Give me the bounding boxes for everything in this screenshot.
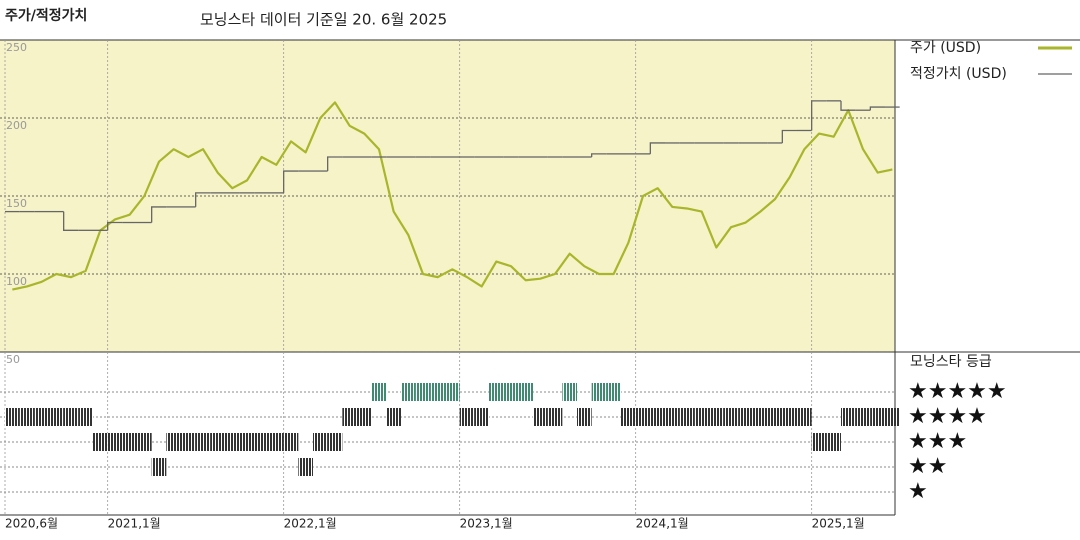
rating-block [694,408,709,426]
fair-value-step [327,156,343,172]
rating-block [547,408,563,426]
rating-block [841,408,856,426]
rating-level-label: ★ [908,479,928,504]
legend-label: 주가 (USD) [910,40,981,56]
fair-value-step [811,100,827,131]
rating-block [371,383,387,401]
rating-block [826,433,841,451]
rating-block [210,433,225,451]
rating-block [327,433,343,451]
fair-value-step [649,142,665,154]
fair-value-step [591,153,607,157]
rating-block [474,408,489,426]
rating-block [195,433,211,451]
chart-subtitle: 모닝스타 데이터 기준일 20. 6월 2025 [200,11,447,29]
x-tick-label: 2024,1월 [636,517,689,531]
rating-block [635,408,651,426]
rating-block [49,408,64,426]
rating-block [679,408,695,426]
rating-block [283,433,299,451]
rating-block [753,408,768,426]
x-tick-label: 2023,1월 [460,517,513,531]
x-tick-label: 2021,1월 [108,517,161,531]
x-tick-label: 2020,6월 [5,517,58,531]
rating-block [518,383,533,401]
y-tick-label: 50 [6,353,20,366]
rating-block [298,458,313,476]
rating-block [811,433,827,451]
rating-block [239,433,255,451]
y-tick-label: 200 [6,119,27,132]
rating-block [34,408,49,426]
rating-block [606,383,621,401]
x-tick-label: 2025,1월 [812,517,865,531]
rating-block [621,408,636,426]
rating-block [225,433,240,451]
rating-block [137,433,152,451]
rating-block [533,408,548,426]
rating-level-label: ★★★★★ [908,379,1007,404]
rating-block [166,433,181,451]
rating-block [782,408,797,426]
rating-block [254,433,269,451]
fair-value-step [869,106,885,111]
price-line [12,101,893,291]
rating-block [78,408,93,426]
y-tick-label: 250 [6,41,27,54]
rating-block [430,383,445,401]
rating-level-label: ★★ [908,454,947,479]
rating-block [415,383,431,401]
fair-value-step [283,170,299,193]
rating-block [723,408,739,426]
rating-block [342,408,357,426]
y-tick-label: 100 [6,275,27,288]
rating-level-label: ★★★★ [908,404,987,429]
legend-label: 적정가치 (USD) [910,66,1007,82]
fair-value-step [151,206,167,223]
fair-value-step [840,100,856,111]
y-tick-label: 150 [6,197,27,210]
rating-block [459,408,475,426]
rating-block [709,408,724,426]
fair-value-step [195,192,211,207]
rating-block [63,408,79,426]
chart-title: 주가/적정가치 [5,7,87,24]
rating-block [93,433,108,451]
rating-block [19,408,35,426]
rating-block [107,433,123,451]
rating-block [386,408,401,426]
rating-block [5,408,20,426]
rating-block [885,408,900,426]
rating-block [122,433,137,451]
x-tick-label: 2022,1월 [284,517,337,531]
rating-block [269,433,284,451]
rating-block [767,408,783,426]
rating-title: 모닝스타 등급 [910,354,992,370]
fair-value-step [107,221,123,231]
rating-block [489,383,504,401]
rating-block [181,433,196,451]
rating-block [562,383,577,401]
rating-level-label: ★★★ [908,429,967,454]
rating-block [445,383,460,401]
rating-block [870,408,885,426]
rating-block [151,458,167,476]
rating-block [577,408,592,426]
rating-block [855,408,871,426]
rating-block [591,383,607,401]
fair-value-step [781,129,797,143]
rating-block [401,383,416,401]
rating-block [313,433,328,451]
fair-value-step [63,211,79,231]
rating-block [503,383,519,401]
rating-block [738,408,753,426]
rating-block [650,408,665,426]
rating-block [357,408,372,426]
rating-block [665,408,680,426]
rating-block [797,408,812,426]
